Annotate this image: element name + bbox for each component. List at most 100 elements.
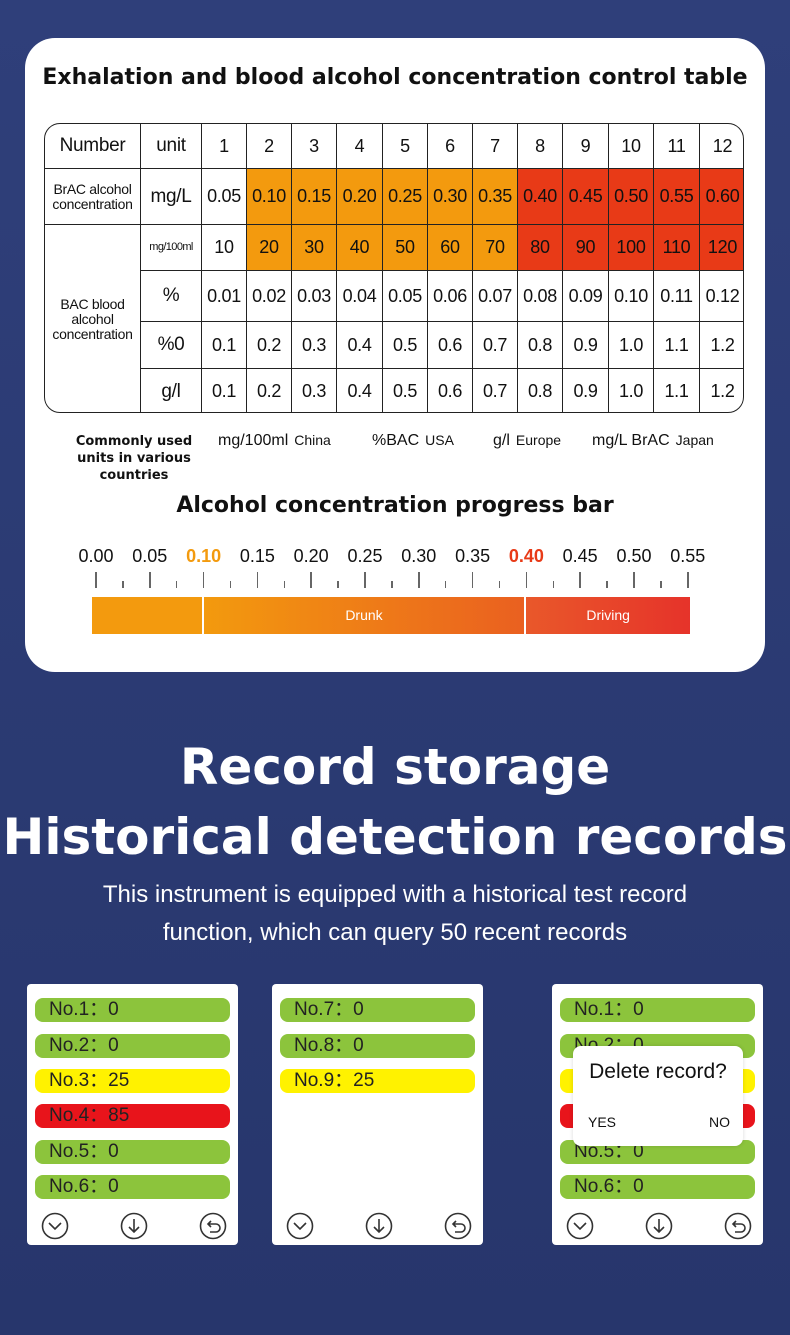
icon bbox=[566, 1212, 594, 1240]
record-row: No.7：0 bbox=[280, 998, 475, 1022]
table-cell: 0.8 bbox=[518, 369, 563, 412]
record-row: No.9：25 bbox=[280, 1069, 475, 1093]
unit-item: %BAC USA bbox=[372, 432, 454, 450]
subtitle: This instrument is equipped with a histo… bbox=[102, 881, 688, 908]
unit-cell: % bbox=[141, 271, 202, 322]
table-cell: 50 bbox=[383, 225, 428, 271]
tick-label: 0.20 bbox=[293, 546, 329, 566]
country: Europe bbox=[515, 432, 562, 448]
dialog: Delete record? YES NO bbox=[573, 1046, 743, 1146]
header-cell: 6 bbox=[428, 124, 473, 169]
record-row: No.4：85 bbox=[35, 1104, 230, 1128]
table-cell: 0.50 bbox=[609, 169, 654, 225]
record-row: No.5：0 bbox=[35, 1140, 230, 1164]
table-cell: 0.1 bbox=[202, 369, 247, 412]
nav-icon bbox=[286, 1212, 314, 1240]
table-cell: 110 bbox=[654, 225, 700, 271]
record-row: No.1：0 bbox=[560, 998, 755, 1022]
nav-icon bbox=[120, 1212, 148, 1240]
bar-segment bbox=[92, 597, 202, 634]
header-cell: 5 bbox=[383, 124, 428, 169]
record-screen: No.1：0No.2：0No.3：25No.4：85No.5：0No.6：0De… bbox=[552, 984, 763, 1245]
tick-mark bbox=[471, 572, 474, 588]
table-cell: 0.1 bbox=[202, 322, 247, 369]
header-cell: 8 bbox=[518, 124, 563, 169]
tick-mark bbox=[95, 572, 97, 588]
tick-label: 0.40 bbox=[508, 546, 544, 566]
record-row: No.8：0 bbox=[280, 1034, 475, 1058]
table-cell: 0.01 bbox=[202, 271, 247, 322]
table-cell: 0.9 bbox=[563, 369, 609, 412]
table-cell: 0.2 bbox=[247, 369, 292, 412]
table-cell: 0.2 bbox=[247, 322, 292, 369]
table-cell: 0.05 bbox=[383, 271, 428, 322]
tick-mark bbox=[337, 581, 339, 588]
tick-label: 0.15 bbox=[239, 546, 275, 566]
tick-label: 0.05 bbox=[132, 546, 168, 566]
table-cell: 0.9 bbox=[563, 322, 609, 369]
table-cell: 0.30 bbox=[428, 169, 473, 225]
table-cell: 1.1 bbox=[654, 322, 700, 369]
tick-mark bbox=[687, 572, 689, 588]
nav-icon bbox=[444, 1212, 472, 1240]
tick-mark bbox=[633, 572, 635, 588]
unit-cell: mg/100ml bbox=[141, 225, 202, 271]
record-row: No.6：0 bbox=[560, 1175, 755, 1199]
table-cell: 90 bbox=[563, 225, 609, 271]
icon bbox=[120, 1212, 148, 1240]
icon bbox=[41, 1212, 69, 1240]
unit: mg/L BrAC bbox=[592, 432, 670, 449]
tick-mark bbox=[283, 581, 286, 588]
progress-title: Alcohol concentration progress bar bbox=[176, 493, 614, 518]
table-cell: 1.1 bbox=[654, 369, 700, 412]
table-cell: 0.7 bbox=[473, 322, 518, 369]
record-row: No.3：25 bbox=[35, 1069, 230, 1093]
header-cell: 12 bbox=[700, 124, 743, 169]
table-cell: 0.25 bbox=[383, 169, 428, 225]
table-cell: 20 bbox=[247, 225, 292, 271]
tick-label: 0.35 bbox=[455, 546, 491, 566]
nav-icon bbox=[566, 1212, 594, 1240]
country: China bbox=[294, 432, 331, 448]
table-card bbox=[25, 38, 765, 672]
table-cell: 100 bbox=[609, 225, 654, 271]
tick-mark bbox=[256, 572, 259, 588]
header-cell: 4 bbox=[337, 124, 383, 169]
table-cell: 0.8 bbox=[518, 322, 563, 369]
table-cell: 60 bbox=[428, 225, 473, 271]
unit: %BAC bbox=[372, 432, 420, 449]
table-cell: 0.06 bbox=[428, 271, 473, 322]
tick-mark bbox=[229, 581, 232, 588]
header-cell: 2 bbox=[247, 124, 292, 169]
bar-segment: Drunk bbox=[203, 597, 525, 634]
icon bbox=[645, 1212, 673, 1240]
tick-label: 0.25 bbox=[347, 546, 383, 566]
header-cell: Number bbox=[45, 124, 141, 169]
nav-icon bbox=[199, 1212, 227, 1240]
header-cell: 11 bbox=[654, 124, 700, 169]
table-cell: 1.0 bbox=[609, 322, 654, 369]
tick-mark bbox=[149, 572, 151, 588]
tick-mark bbox=[202, 572, 205, 588]
tick-mark bbox=[122, 581, 124, 588]
table-cell: 1.2 bbox=[710, 381, 735, 402]
table-cell: 1.2 bbox=[700, 322, 743, 369]
table-cell: 0.40 bbox=[518, 169, 563, 225]
units-note-label: Commonly used units in various countries bbox=[75, 434, 193, 483]
headline: Historical detection records bbox=[2, 808, 788, 866]
table-cell: 0.7 bbox=[473, 369, 518, 412]
tick-label: 0.55 bbox=[670, 546, 706, 566]
tick-mark bbox=[444, 581, 447, 588]
tick-mark bbox=[498, 581, 501, 588]
unit-item: g/l Europe bbox=[493, 432, 561, 450]
unit-item: mg/100ml China bbox=[218, 432, 331, 450]
nav-icon bbox=[41, 1212, 69, 1240]
table-cell: 0.02 bbox=[247, 271, 292, 322]
table-cell: 0.3 bbox=[292, 322, 337, 369]
tick-label: 0.10 bbox=[186, 546, 222, 566]
header-cell: 10 bbox=[609, 124, 654, 169]
table-cell: 0.3 bbox=[292, 369, 337, 412]
table-cell: 70 bbox=[473, 225, 518, 271]
table-cell: 0.4 bbox=[337, 369, 383, 412]
